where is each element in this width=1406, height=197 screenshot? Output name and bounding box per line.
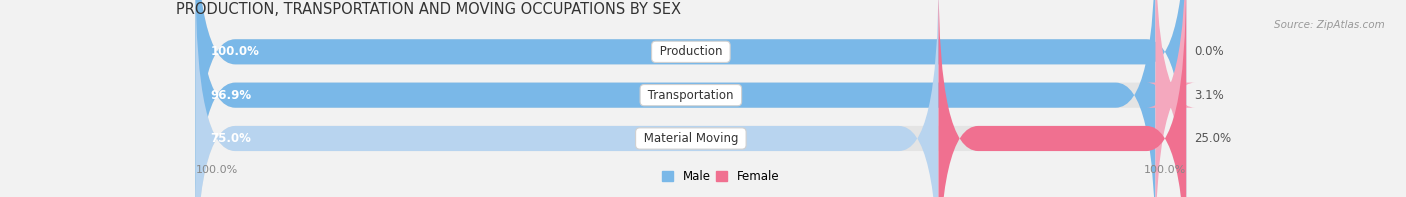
FancyBboxPatch shape bbox=[195, 0, 939, 197]
FancyBboxPatch shape bbox=[195, 0, 1187, 197]
Text: Production: Production bbox=[655, 45, 725, 58]
FancyBboxPatch shape bbox=[195, 0, 1187, 197]
FancyBboxPatch shape bbox=[939, 0, 1187, 197]
FancyBboxPatch shape bbox=[195, 0, 1187, 197]
Text: 100.0%: 100.0% bbox=[1144, 165, 1187, 175]
Text: 100.0%: 100.0% bbox=[195, 165, 238, 175]
FancyBboxPatch shape bbox=[195, 0, 1187, 197]
Text: 96.9%: 96.9% bbox=[211, 89, 252, 102]
Text: Source: ZipAtlas.com: Source: ZipAtlas.com bbox=[1274, 20, 1385, 30]
Text: 25.0%: 25.0% bbox=[1194, 132, 1232, 145]
Text: PRODUCTION, TRANSPORTATION AND MOVING OCCUPATIONS BY SEX: PRODUCTION, TRANSPORTATION AND MOVING OC… bbox=[176, 2, 681, 17]
Text: Transportation: Transportation bbox=[644, 89, 738, 102]
Text: 75.0%: 75.0% bbox=[211, 132, 252, 145]
Text: 3.1%: 3.1% bbox=[1194, 89, 1223, 102]
Text: 100.0%: 100.0% bbox=[211, 45, 259, 58]
Legend: Male, Female: Male, Female bbox=[657, 165, 785, 188]
Text: Material Moving: Material Moving bbox=[640, 132, 742, 145]
FancyBboxPatch shape bbox=[195, 0, 1156, 197]
FancyBboxPatch shape bbox=[1146, 0, 1195, 197]
Text: 0.0%: 0.0% bbox=[1194, 45, 1223, 58]
